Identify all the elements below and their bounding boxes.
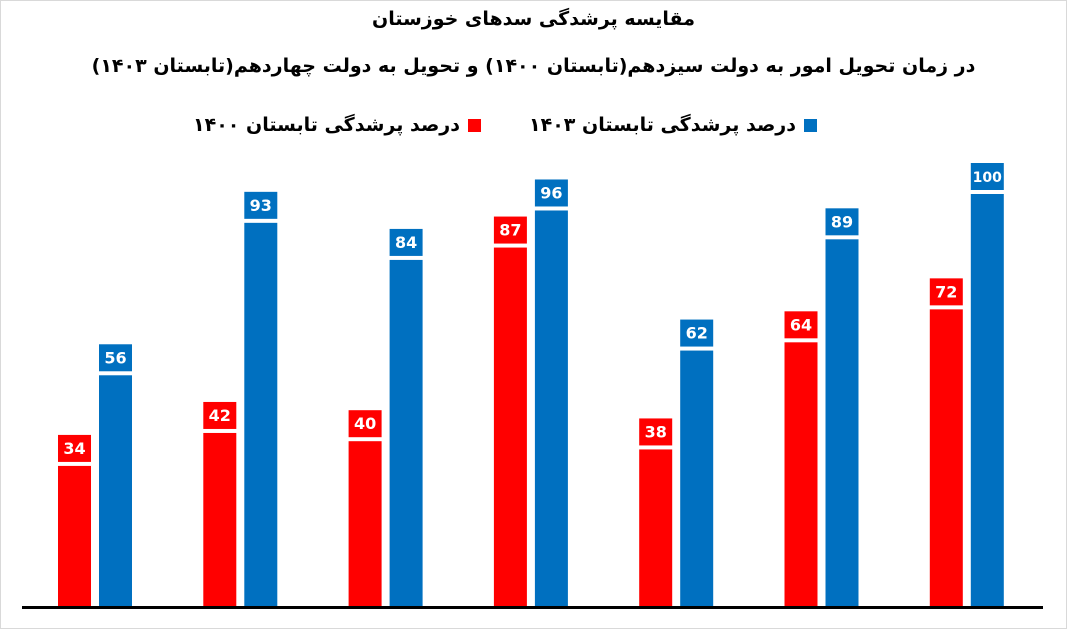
data-label-box: [348, 410, 382, 438]
legend-swatch-1403: [804, 118, 817, 132]
bar-1403-3: [389, 259, 423, 606]
legend: درصد پرشدگی تابستان ۱۴۰۳ درصد پرشدگی تاب…: [193, 114, 817, 136]
legend-item-1400: درصد پرشدگی تابستان ۱۴۰۰: [193, 114, 481, 136]
data-label: 72: [935, 282, 957, 301]
data-label: 42: [209, 406, 231, 425]
data-label-box: [784, 311, 818, 339]
bar-1400-3: [348, 441, 382, 606]
bar-1403-5: [680, 350, 714, 606]
chart-subtitle: در زمان تحویل امور به دولت سیزدهم(تابستا…: [91, 55, 976, 77]
bar-1400-5: [639, 449, 673, 606]
data-label-box: [493, 216, 527, 244]
bar-1403-7: [970, 194, 1004, 606]
legend-label-1400: درصد پرشدگی تابستان ۱۴۰۰: [193, 114, 460, 136]
data-label: 96: [540, 183, 562, 202]
bar-1400-7: [929, 309, 963, 606]
data-label: 62: [686, 324, 708, 343]
data-label: 84: [395, 233, 417, 252]
bar-1403-2: [244, 222, 278, 606]
data-label: 38: [645, 422, 667, 441]
legend-label-1403: درصد پرشدگی تابستان ۱۴۰۳: [529, 114, 796, 136]
data-label-box: [639, 418, 673, 446]
data-label: 64: [790, 315, 812, 334]
data-label: 40: [354, 414, 376, 433]
data-label-box: [680, 319, 714, 347]
data-label: 56: [104, 348, 126, 367]
data-label-box: [970, 163, 1004, 190]
bar-1400-2: [203, 432, 237, 606]
data-label: 87: [499, 221, 521, 240]
legend-item-1403: درصد پرشدگی تابستان ۱۴۰۳: [529, 114, 817, 136]
data-label: 100: [973, 170, 1002, 186]
data-label: 89: [831, 212, 853, 231]
data-label-box: [929, 278, 963, 306]
bar-1403-6: [825, 239, 859, 606]
chart-title: مقایسه پرشدگی سدهای خوزستان: [371, 8, 695, 30]
data-label-box: [99, 344, 132, 372]
bar-1400-4: [493, 247, 527, 606]
data-label: 34: [63, 439, 85, 458]
bar-1403-4: [534, 210, 568, 607]
bar-1403-1: [99, 375, 132, 606]
data-label-box: [203, 401, 237, 429]
legend-swatch-1400: [468, 118, 481, 132]
data-label-box: [244, 191, 278, 219]
data-label-box: [825, 208, 859, 236]
data-label-box: [58, 434, 91, 462]
bar-1400-6: [784, 342, 818, 606]
data-label: 93: [250, 196, 272, 215]
data-label-box: [389, 228, 423, 256]
bar-1400-1: [58, 465, 91, 606]
data-label-box: [534, 179, 568, 207]
